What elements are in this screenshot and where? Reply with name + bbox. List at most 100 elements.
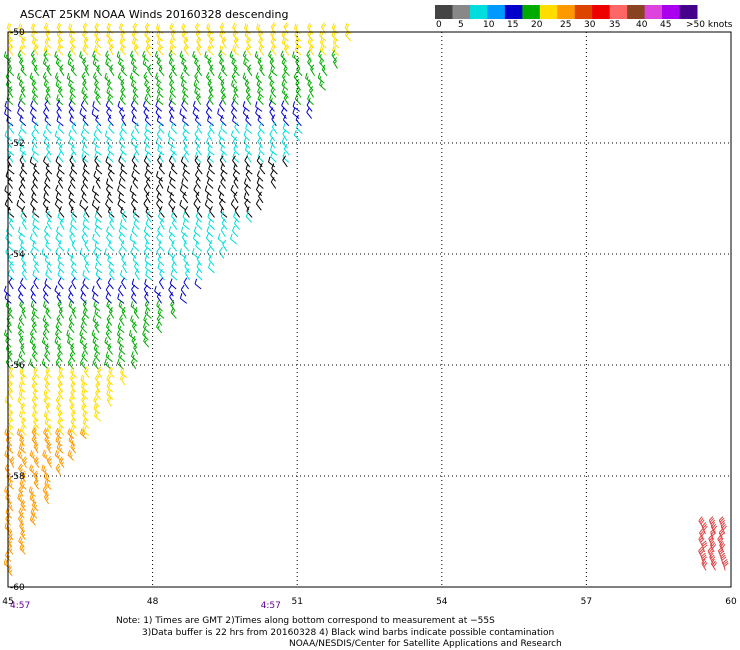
- wind-barb: [701, 558, 708, 571]
- wind-barb: [33, 456, 40, 468]
- wind-barb: [134, 122, 140, 134]
- wind-barb: [79, 428, 87, 440]
- wind-barb: [5, 170, 13, 182]
- wind-barb: [196, 93, 202, 105]
- wind-barb: [158, 176, 164, 189]
- wind-barb: [46, 424, 52, 436]
- wind-barb: [45, 269, 53, 281]
- wind-barb: [18, 388, 26, 400]
- wind-barb: [269, 129, 276, 142]
- wind-barb: [179, 199, 187, 211]
- wind-barb: [257, 57, 263, 69]
- wind-barb: [107, 255, 115, 267]
- wind-barb: [119, 44, 127, 56]
- wind-barb: [82, 425, 90, 436]
- wind-barb: [41, 336, 49, 348]
- wind-barb: [221, 36, 227, 49]
- wind-barb: [245, 169, 251, 182]
- wind-barb: [104, 130, 113, 142]
- wind-barb: [8, 218, 15, 230]
- wind-barb: [169, 86, 177, 98]
- wind-barb: [44, 37, 51, 49]
- wind-barb: [93, 129, 100, 142]
- wind-barb: [56, 292, 62, 304]
- wind-barb: [119, 314, 125, 326]
- wind-barb: [292, 51, 300, 62]
- time-label: 4:57: [10, 601, 30, 611]
- wind-barb: [20, 163, 28, 175]
- wind-barb: [307, 79, 314, 91]
- wind-barb: [129, 50, 137, 62]
- wind-barb: [20, 402, 26, 415]
- wind-barb: [257, 129, 263, 142]
- wind-barb: [106, 314, 113, 326]
- wind-barb: [121, 254, 127, 266]
- wind-barb: [182, 170, 189, 182]
- wind-barb: [80, 292, 87, 304]
- wind-barb: [20, 64, 27, 77]
- wind-barb: [45, 367, 52, 379]
- wind-barb: [57, 86, 64, 98]
- wind-barb: [156, 129, 163, 142]
- wind-barb: [130, 198, 137, 211]
- wind-barb: [306, 107, 312, 119]
- wind-barb: [71, 239, 77, 252]
- wind-barb: [58, 240, 65, 252]
- wind-barb: [32, 177, 39, 189]
- wind-barb: [55, 435, 63, 447]
- wind-barb: [157, 155, 163, 168]
- wind-barb: [44, 278, 52, 290]
- wind-barb: [255, 184, 262, 197]
- wind-barb: [43, 321, 50, 334]
- wind-barb: [43, 410, 52, 422]
- wind-barb: [701, 522, 708, 534]
- wind-barb: [196, 269, 203, 281]
- wind-barb: [5, 71, 12, 84]
- wind-barb: [80, 284, 87, 297]
- wind-barb: [179, 293, 188, 304]
- wind-barb: [94, 155, 100, 168]
- wind-barb: [5, 507, 13, 519]
- wind-barb: [207, 44, 214, 56]
- wind-barb: [170, 211, 177, 223]
- wind-barb: [93, 192, 101, 204]
- wind-barb: [246, 151, 252, 163]
- wind-barb: [196, 122, 203, 134]
- wind-barb: [44, 177, 51, 189]
- wind-barb: [156, 192, 164, 204]
- wind-barb: [245, 211, 252, 223]
- wind-barb: [59, 64, 65, 77]
- wind-barb: [106, 178, 114, 189]
- wind-barb: [18, 292, 25, 304]
- wind-barb: [106, 381, 114, 393]
- wind-barb: [219, 198, 225, 211]
- wind-barb: [256, 170, 264, 182]
- wind-barb: [45, 402, 51, 415]
- wind-barb: [109, 64, 115, 77]
- wind-barb: [16, 199, 24, 211]
- wind-barb: [96, 206, 103, 218]
- wind-barb: [195, 177, 202, 189]
- wind-barb: [171, 206, 178, 218]
- wind-barb: [183, 64, 190, 77]
- wind-barb: [233, 191, 239, 204]
- wind-barb: [132, 22, 139, 34]
- wind-barb: [106, 79, 113, 91]
- wind-barb: [29, 156, 37, 168]
- wind-barb: [132, 93, 139, 106]
- wind-barb: [168, 155, 175, 168]
- wind-barb: [121, 211, 127, 223]
- wind-barb: [270, 144, 278, 156]
- wind-barb: [44, 434, 50, 447]
- wind-barb: [129, 233, 137, 245]
- wind-barb: [283, 43, 290, 56]
- wind-barb: [81, 152, 89, 163]
- wind-barb: [156, 115, 164, 127]
- wind-barb: [156, 79, 164, 91]
- wind-barb: [32, 93, 39, 106]
- wind-barb: [167, 247, 175, 259]
- wind-barb: [168, 284, 174, 297]
- wind-barb: [30, 507, 38, 519]
- wind-barb: [82, 417, 90, 429]
- wind-barb: [698, 516, 705, 528]
